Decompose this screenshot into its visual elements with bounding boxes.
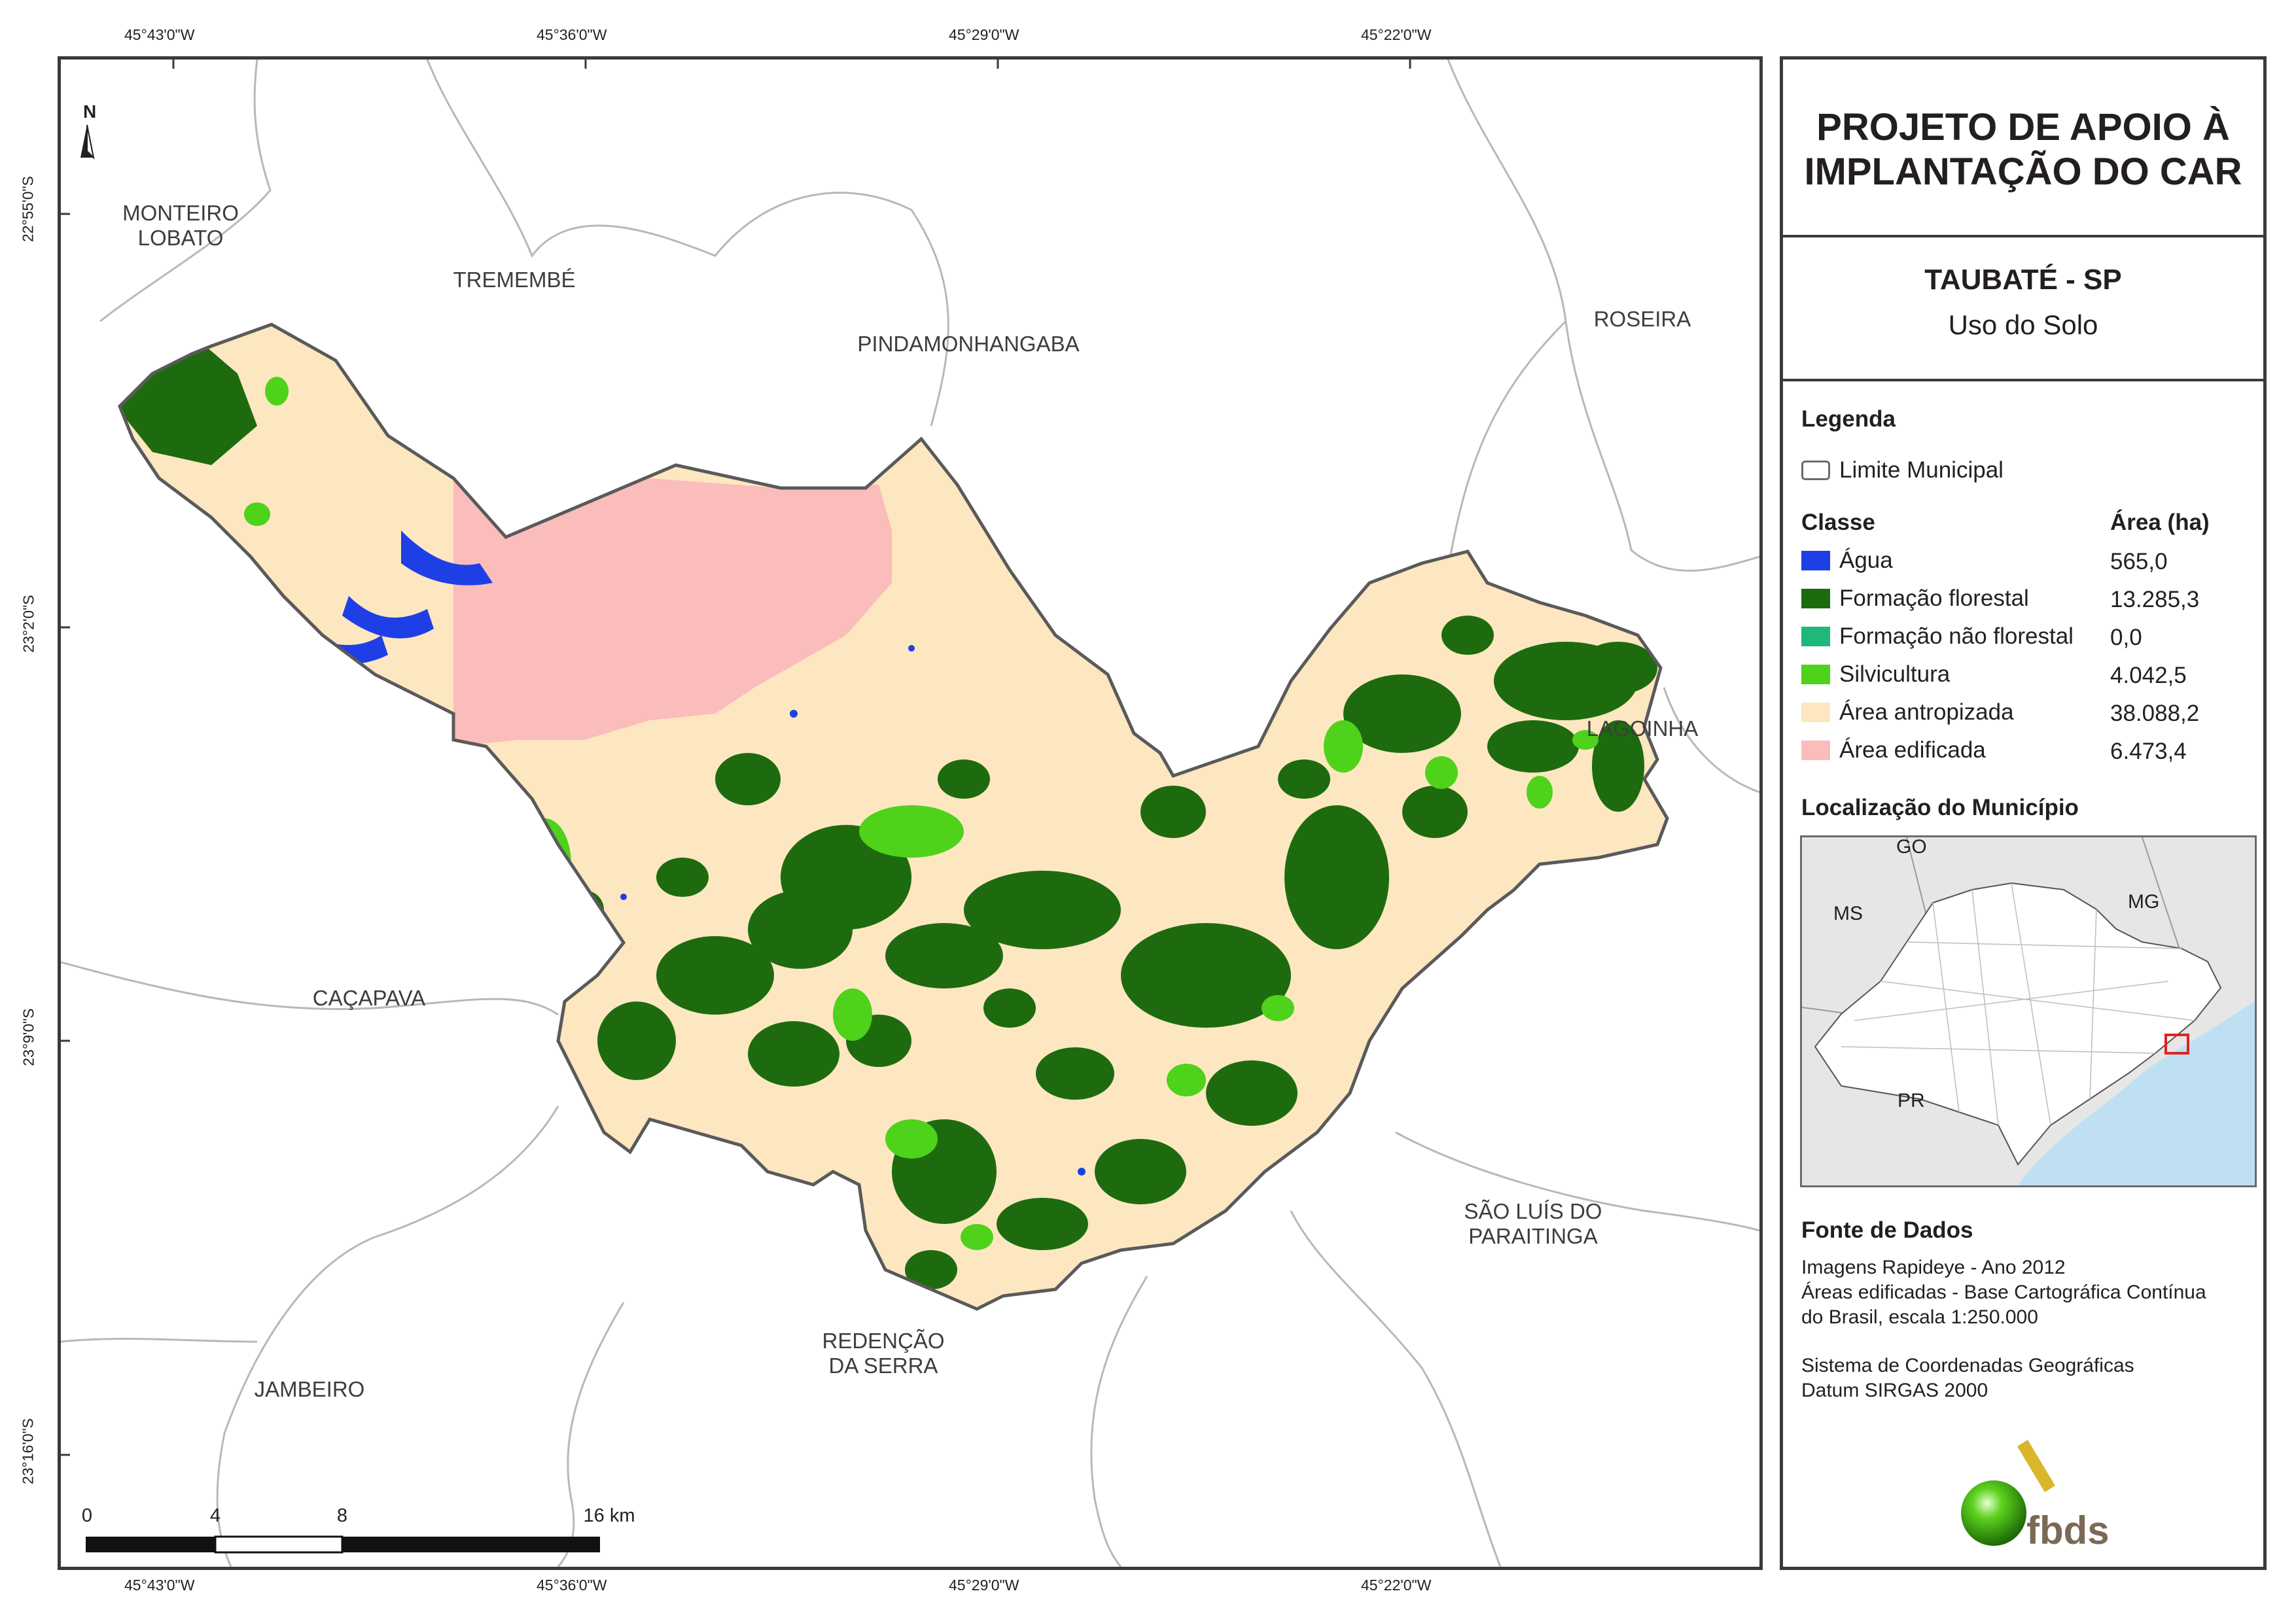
- coord-top-1: 45°43'0"W: [124, 26, 195, 43]
- legend-limit-row: Limite Municipal: [1801, 457, 2004, 483]
- swatch-silvicultura: [1801, 665, 1830, 684]
- crs-line-2: Datum SIRGAS 2000: [1801, 1380, 1988, 1401]
- label-jambeiro: JAMBEIRO: [254, 1377, 365, 1401]
- swatch-agua: [1801, 551, 1830, 570]
- municipal-boundaries: [61, 60, 1759, 1567]
- divider-1: [1783, 235, 2263, 237]
- label-monteiro-lobato-1: MONTEIRO: [122, 201, 239, 225]
- label-tremembe: TREMEMBÉ: [453, 268, 576, 292]
- project-title: PROJETO DE APOIO À IMPLANTAÇÃO DO CAR: [1783, 105, 2263, 194]
- class-label-area-edificada: Área edificada: [1839, 737, 1986, 763]
- coord-bottom-2: 45°36'0"W: [537, 1577, 607, 1594]
- scale-label-16: 16 km: [583, 1505, 635, 1526]
- source-line-2: Áreas edificadas - Base Cartográfica Con…: [1801, 1282, 2206, 1303]
- label-redencao-1: REDENÇÃO: [822, 1329, 945, 1353]
- legend-heading: Legenda: [1801, 406, 1896, 432]
- swatch-formacao-nao-florestal: [1801, 627, 1830, 646]
- class-label-silvicultura: Silvicultura: [1839, 661, 1951, 687]
- class-label-agua: Água: [1839, 548, 1893, 573]
- label-pindamonhangaba: PINDAMONHANGABA: [857, 332, 1080, 356]
- crs-line-1: Sistema de Coordenadas Geográficas: [1801, 1355, 2134, 1376]
- scale-label-0: 0: [81, 1505, 93, 1526]
- inset-label-pr: PR: [1898, 1090, 1925, 1111]
- legend-class-formacao-nao-florestal: Formação não florestal: [1801, 623, 2074, 650]
- label-sao-luis-2: PARAITINGA: [1468, 1224, 1598, 1248]
- fbds-logo-icon: [1961, 1440, 2055, 1546]
- class-label-formacao-florestal: Formação florestal: [1839, 585, 2029, 611]
- fbds-logo-text: fbds: [2026, 1509, 2110, 1552]
- label-monteiro-lobato-2: LOBATO: [137, 226, 224, 250]
- coord-top-2: 45°36'0"W: [537, 26, 607, 43]
- coord-left-3: 23°9'0"S: [20, 1008, 37, 1066]
- inset-map: [1802, 837, 2255, 1185]
- area-heading: Área (ha): [2110, 510, 2210, 535]
- area-area-antropizada: 38.088,2: [2110, 701, 2200, 726]
- area-agua: 565,0: [2110, 549, 2168, 574]
- swatch-area-antropizada: [1801, 703, 1830, 722]
- legend-class-silvicultura: Silvicultura: [1801, 661, 1950, 688]
- north-label: N: [83, 101, 97, 122]
- scale-bar: [86, 1535, 600, 1554]
- label-redencao-2: DA SERRA: [828, 1353, 938, 1378]
- label-lagoinha: LAGOINHA: [1586, 716, 1699, 741]
- info-panel: PROJETO DE APOIO À IMPLANTAÇÃO DO CAR TA…: [1780, 56, 2267, 1570]
- label-sao-luis-1: SÃO LUÍS DO: [1464, 1199, 1602, 1223]
- source-line-1: Imagens Rapideye - Ano 2012: [1801, 1257, 2066, 1278]
- coord-left-4: 23°16'0"S: [19, 1418, 37, 1485]
- label-roseira: ROSEIRA: [1593, 307, 1691, 331]
- north-arrow-icon: [80, 124, 95, 160]
- coord-bottom-1: 45°43'0"W: [124, 1577, 195, 1594]
- coord-bottom-4: 45°22'0"W: [1361, 1577, 1432, 1594]
- source-heading: Fonte de Dados: [1801, 1217, 1973, 1243]
- swatch-area-edificada: [1801, 741, 1830, 760]
- label-cacapava: CAÇAPAVA: [312, 986, 426, 1010]
- scale-label-8: 8: [336, 1505, 348, 1526]
- inset-label-mg: MG: [2128, 891, 2160, 913]
- class-heading: Classe: [1801, 510, 1875, 535]
- legend-class-area-antropizada: Área antropizada: [1801, 699, 2014, 725]
- built-area: [453, 478, 892, 746]
- place-title: TAUBATÉ - SP: [1924, 264, 2122, 296]
- limit-label: Limite Municipal: [1839, 457, 2004, 483]
- location-inset: GO MS MG PR: [1800, 835, 2257, 1187]
- swatch-formacao-florestal: [1801, 589, 1830, 608]
- label-sao-luis: SÃO LUÍS DO PARAITINGA: [1464, 1199, 1602, 1249]
- legend-class-agua: Água: [1801, 548, 1893, 574]
- project-title-line-2: IMPLANTAÇÃO DO CAR: [1804, 150, 2242, 193]
- area-silvicultura: 4.042,5: [2110, 663, 2187, 688]
- label-monteiro-lobato: MONTEIRO LOBATO: [122, 201, 239, 251]
- inset-label-go: GO: [1896, 836, 1927, 858]
- fbds-logo: fbds: [1940, 1440, 2136, 1552]
- class-label-formacao-nao-florestal: Formação não florestal: [1839, 623, 2074, 649]
- area-formacao-nao-florestal: 0,0: [2110, 625, 2142, 650]
- class-label-area-antropizada: Área antropizada: [1839, 699, 2014, 725]
- legend-class-formacao-florestal: Formação florestal: [1801, 585, 2029, 612]
- legend-class-area-edificada: Área edificada: [1801, 737, 1986, 763]
- land-use-map: [61, 60, 1759, 1567]
- location-heading: Localização do Município: [1801, 795, 2079, 820]
- theme-title: Uso do Solo: [1948, 309, 2098, 340]
- map-frame[interactable]: N MONTEIRO LOBATO TREMEMBÉ PINDAMONHANGA…: [58, 56, 1763, 1570]
- area-formacao-florestal: 13.285,3: [2110, 587, 2200, 612]
- scale-label-4: 4: [209, 1505, 221, 1526]
- coord-left-1: 22°55'0"S: [19, 175, 37, 243]
- area-area-edificada: 6.473,4: [2110, 739, 2187, 764]
- divider-2: [1783, 379, 2263, 381]
- coord-top-3: 45°29'0"W: [949, 26, 1019, 43]
- limit-swatch: [1801, 461, 1830, 480]
- inset-label-ms: MS: [1833, 903, 1863, 924]
- coord-bottom-3: 45°29'0"W: [949, 1577, 1019, 1594]
- coord-top-4: 45°22'0"W: [1361, 26, 1432, 43]
- label-redencao: REDENÇÃO DA SERRA: [822, 1329, 944, 1378]
- project-title-line-1: PROJETO DE APOIO À: [1816, 106, 2230, 148]
- source-line-3: do Brasil, escala 1:250.000: [1801, 1306, 2038, 1328]
- coord-left-2: 23°2'0"S: [20, 595, 37, 653]
